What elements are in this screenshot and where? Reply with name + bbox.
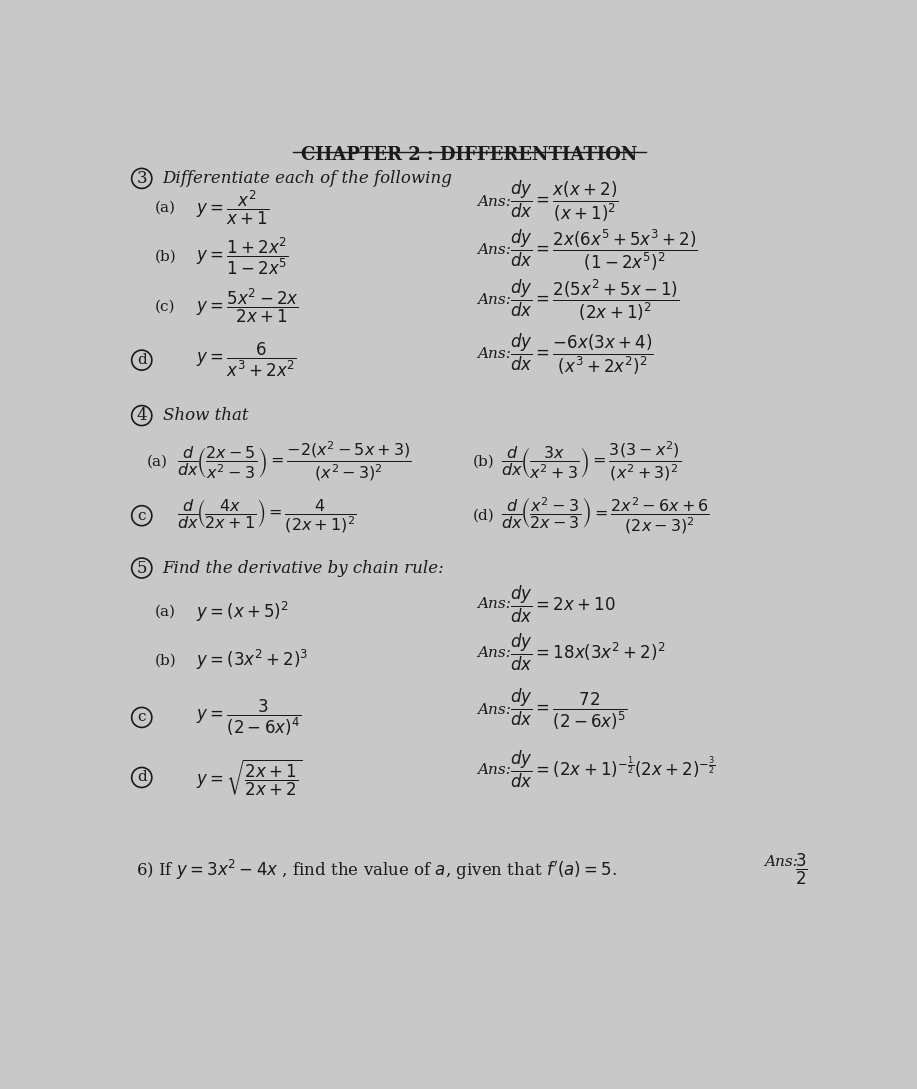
- Text: 3: 3: [137, 170, 147, 187]
- Text: c: c: [138, 710, 146, 724]
- Text: $\dfrac{dy}{dx}=\dfrac{-6x(3x+4)}{(x^3+2x^2)^2}$: $\dfrac{dy}{dx}=\dfrac{-6x(3x+4)}{(x^3+2…: [510, 331, 654, 377]
- Text: (a): (a): [155, 604, 176, 619]
- Text: $\dfrac{d}{dx}\!\left(\dfrac{x^2-3}{2x-3}\right)=\dfrac{2x^2-6x+6}{(2x-3)^2}$: $\dfrac{d}{dx}\!\left(\dfrac{x^2-3}{2x-3…: [501, 495, 710, 536]
- Text: d: d: [137, 771, 147, 784]
- Text: Ans:: Ans:: [478, 597, 511, 611]
- Text: $\dfrac{dy}{dx}=\dfrac{72}{(2-6x)^5}$: $\dfrac{dy}{dx}=\dfrac{72}{(2-6x)^5}$: [510, 687, 627, 733]
- Text: Find the derivative by chain rule:: Find the derivative by chain rule:: [162, 560, 445, 576]
- Text: $\dfrac{dy}{dx}=\dfrac{2x(6x^5+5x^3+2)}{(1-2x^5)^2}$: $\dfrac{dy}{dx}=\dfrac{2x(6x^5+5x^3+2)}{…: [510, 228, 698, 272]
- Text: (b): (b): [472, 455, 494, 468]
- Text: (a): (a): [155, 200, 176, 215]
- Text: Differentiate each of the following: Differentiate each of the following: [162, 170, 453, 187]
- Text: CHAPTER 2 : DIFFERENTIATION: CHAPTER 2 : DIFFERENTIATION: [302, 146, 637, 164]
- Text: Ans:: Ans:: [478, 347, 511, 360]
- Text: $y=\dfrac{x^2}{x+1}$: $y=\dfrac{x^2}{x+1}$: [196, 188, 270, 227]
- Text: $y=\sqrt{\dfrac{2x+1}{2x+2}}$: $y=\sqrt{\dfrac{2x+1}{2x+2}}$: [196, 757, 303, 798]
- Text: 4: 4: [137, 407, 147, 424]
- Text: Ans:: Ans:: [764, 855, 798, 869]
- Text: Ans:: Ans:: [478, 702, 511, 717]
- Text: Ans:: Ans:: [478, 243, 511, 257]
- Text: $\dfrac{d}{dx}\!\left(\dfrac{4x}{2x+1}\right)=\dfrac{4}{(2x+1)^2}$: $\dfrac{d}{dx}\!\left(\dfrac{4x}{2x+1}\r…: [177, 497, 356, 535]
- Text: $\dfrac{dy}{dx}=\dfrac{2(5x^2+5x-1)}{(2x+1)^2}$: $\dfrac{dy}{dx}=\dfrac{2(5x^2+5x-1)}{(2x…: [510, 278, 679, 322]
- Text: (c): (c): [155, 299, 175, 314]
- Text: Ans:: Ans:: [478, 195, 511, 208]
- Text: $y=\dfrac{1+2x^2}{1-2x^5}$: $y=\dfrac{1+2x^2}{1-2x^5}$: [196, 235, 289, 277]
- Text: $\dfrac{dy}{dx}=2x+10$: $\dfrac{dy}{dx}=2x+10$: [510, 584, 615, 625]
- Text: $\dfrac{d}{dx}\!\left(\dfrac{2x-5}{x^2-3}\right)=\dfrac{-2(x^2-5x+3)}{(x^2-3)^2}: $\dfrac{d}{dx}\!\left(\dfrac{2x-5}{x^2-3…: [177, 440, 412, 484]
- Text: $y=(3x^2+2)^3$: $y=(3x^2+2)^3$: [196, 648, 308, 673]
- Text: (a): (a): [147, 455, 168, 468]
- Text: $y=\dfrac{5x^2-2x}{2x+1}$: $y=\dfrac{5x^2-2x}{2x+1}$: [196, 287, 299, 326]
- Text: Ans:: Ans:: [478, 762, 511, 776]
- Text: Ans:: Ans:: [478, 293, 511, 307]
- Text: 6) If $y=3x^2-4x$ , find the value of $a$, given that $f'(a)=5$.: 6) If $y=3x^2-4x$ , find the value of $a…: [137, 858, 617, 882]
- Text: $\dfrac{d}{dx}\!\left(\dfrac{3x}{x^2+3}\right)=\dfrac{3(3-x^2)}{(x^2+3)^2}$: $\dfrac{d}{dx}\!\left(\dfrac{3x}{x^2+3}\…: [501, 440, 680, 484]
- Text: Ans:: Ans:: [478, 646, 511, 660]
- Text: (b): (b): [155, 249, 177, 264]
- Text: $y=(x+5)^2$: $y=(x+5)^2$: [196, 600, 289, 624]
- Text: $y=\dfrac{3}{(2-6x)^4}$: $y=\dfrac{3}{(2-6x)^4}$: [196, 697, 301, 737]
- Text: $\dfrac{3}{2}$: $\dfrac{3}{2}$: [795, 853, 808, 888]
- Text: $\dfrac{dy}{dx}=(2x+1)^{-\frac{1}{2}}(2x+2)^{-\frac{3}{2}}$: $\dfrac{dy}{dx}=(2x+1)^{-\frac{1}{2}}(2x…: [510, 749, 715, 791]
- Text: d: d: [137, 353, 147, 367]
- Text: $\dfrac{dy}{dx}=18x(3x^2+2)^2$: $\dfrac{dy}{dx}=18x(3x^2+2)^2$: [510, 632, 665, 673]
- Text: c: c: [138, 509, 146, 523]
- Text: $y=\dfrac{6}{x^3+2x^2}$: $y=\dfrac{6}{x^3+2x^2}$: [196, 341, 297, 379]
- Text: $\dfrac{dy}{dx}=\dfrac{x(x+2)}{(x+1)^2}$: $\dfrac{dy}{dx}=\dfrac{x(x+2)}{(x+1)^2}$: [510, 179, 618, 224]
- Text: 5: 5: [137, 560, 147, 576]
- Text: (d): (d): [472, 509, 494, 523]
- Text: Show that: Show that: [162, 407, 249, 424]
- Text: (b): (b): [155, 653, 177, 668]
